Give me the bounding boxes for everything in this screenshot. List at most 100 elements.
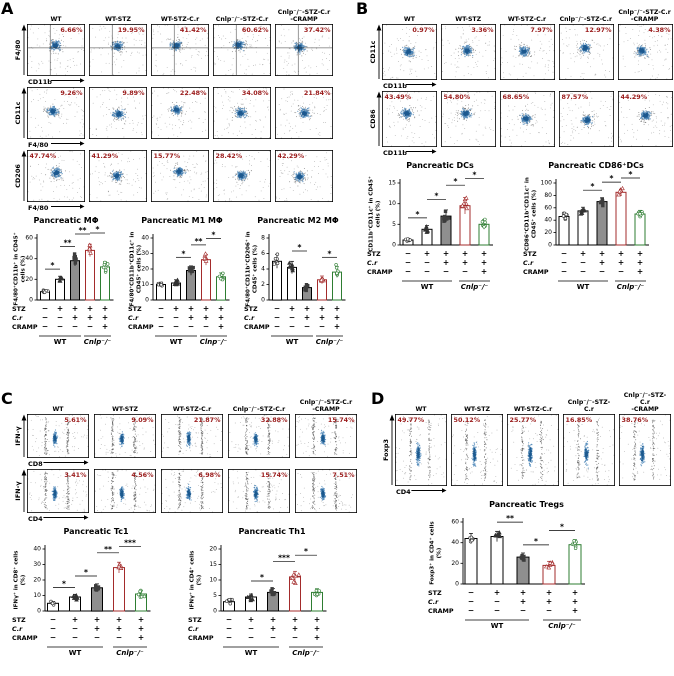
treatment-sign: − xyxy=(467,588,473,597)
chart-y-label: (%) xyxy=(197,574,203,585)
flow-x-axis: CD11b xyxy=(11,76,354,87)
y-tick-label: 0 xyxy=(548,242,552,249)
gate-percentage-label: 54.80% xyxy=(444,93,471,101)
column-headers: WT WT-STZ WT-STZ-C.r Cnlp⁻/⁻-STZ-C.r Cnlp⁻/⁻… xyxy=(11,5,354,23)
bar xyxy=(577,210,589,246)
significance-label: * xyxy=(534,537,538,546)
column-header: WT-STZ-C.r xyxy=(513,405,553,413)
treatment-sign: + xyxy=(102,304,108,313)
significance-label: * xyxy=(298,243,302,252)
y-tick-label: 0 xyxy=(213,608,217,615)
column-header: WT-STZ-C.r xyxy=(507,15,547,23)
treatment-sign: − xyxy=(72,624,78,633)
flow-y-axis-label: CD11c xyxy=(369,40,377,63)
flow-cytometry-plot: 15.77% xyxy=(151,150,209,202)
panel-d: D WT WT-STZ WT-STZ-C.r Cnlp⁻/⁻-STZ-C.r Cnlp⁻… xyxy=(371,389,672,674)
gate-percentage-label: 28.42% xyxy=(216,152,243,160)
gate-percentage-label: 32.88% xyxy=(261,416,288,424)
flow-cytometry-plot: 3.41% xyxy=(27,469,89,513)
flow-y-axis-label: CD11c xyxy=(14,101,22,124)
treatment-sign: − xyxy=(57,322,63,331)
gate-percentage-label: 19.95% xyxy=(118,26,145,34)
chart-y-label: IFNγ⁺ in CD8⁺ cells xyxy=(13,550,20,610)
chart-title: Pancreatic MΦ xyxy=(33,216,99,225)
significance-label: * xyxy=(304,547,308,556)
flow-row: CD206 47.74% 41.29% 15.77% 28.42% 42.29% xyxy=(11,150,354,202)
treatment-row-label: CRAMP xyxy=(523,268,549,276)
flow-cytometry-plot: 4.56% xyxy=(94,469,156,513)
y-tick-label: 20 xyxy=(544,229,552,236)
bar-chart: Pancreatic MΦ F4/80⁺CD11b⁺ in CD45⁺ cells … xyxy=(11,216,121,352)
chart-y-label: F4/80⁺CD11b⁺ in CD45⁺ xyxy=(13,232,20,305)
treatment-sign: + xyxy=(462,258,468,267)
flow-y-axis-label: Foxp3 xyxy=(382,439,390,461)
treatment-row-label: C.r xyxy=(244,314,255,322)
significance-label: * xyxy=(560,522,564,531)
bar xyxy=(596,201,608,246)
chart-title: Pancreatic M2 MΦ xyxy=(257,216,339,225)
treatment-sign: + xyxy=(188,304,194,313)
flow-x-axis-arrow: CD11b xyxy=(383,82,437,90)
y-tick-label: 20 xyxy=(451,560,459,567)
treatment-sign: + xyxy=(116,624,122,633)
bar xyxy=(113,567,125,612)
group-label: WT xyxy=(286,338,299,346)
flow-y-axis-arrow: IFN-γ xyxy=(14,414,27,457)
flow-plot-cell: 12.97% xyxy=(559,24,614,80)
flow-x-axis-arrow: CD11b xyxy=(383,149,437,157)
treatment-sign: + xyxy=(270,615,276,624)
flow-cytometry-plot: 6.98% xyxy=(161,469,223,513)
column-header: Cnlp⁻/⁻-STZ-C.r xyxy=(567,398,611,413)
gate-percentage-label: 3.41% xyxy=(64,471,87,479)
flow-x-axis-label: CD4 xyxy=(396,488,411,496)
flow-cytometry-plot: 43.49% xyxy=(382,91,437,147)
flow-x-axis: F4/80 xyxy=(11,139,354,150)
y-tick-label: 10 xyxy=(141,281,149,288)
flow-row: F4/80 6.66% 19.95% 41.42% 60.62% 37.42% xyxy=(11,24,354,76)
y-tick-label: 60 xyxy=(25,235,33,242)
bar-chart: Pancreatic Tregs Foxp3⁺ in CD4⁺ cells (%) 0… xyxy=(427,500,627,636)
y-tick-label: 20 xyxy=(25,276,33,283)
treatment-sign: − xyxy=(50,633,56,642)
flow-x-axis-arrow: CD4 xyxy=(396,488,447,496)
group-label: WT xyxy=(577,283,590,291)
y-tick-label: 10 xyxy=(209,577,217,584)
flow-cytometry-plot: 68.65% xyxy=(500,91,555,147)
group-label: WT xyxy=(245,649,258,657)
significance-label: * xyxy=(62,580,66,589)
flow-cytometry-plot: 0.97% xyxy=(382,24,437,80)
treatment-sign: + xyxy=(599,249,605,258)
bar xyxy=(490,536,503,585)
flow-x-axis-label: CD11b xyxy=(383,82,407,90)
chart-y-label: IFNγ⁺ in CD4⁺ cells xyxy=(189,550,196,610)
flow-cytometry-plot: 12.97% xyxy=(559,24,614,80)
flow-plot-cell: 3.41% xyxy=(27,469,89,513)
chart-title: Pancreatic Tregs xyxy=(489,500,564,509)
group-label: WT xyxy=(69,649,82,657)
treatment-sign: − xyxy=(424,258,430,267)
gate-percentage-label: 47.74% xyxy=(30,152,57,160)
panel-c-body: WT WT-STZ WT-STZ-C.r Cnlp⁻/⁻-STZ-C.r Cnlp⁻/⁻… xyxy=(2,392,368,674)
y-tick-label: 15 xyxy=(209,561,217,568)
treatment-sign: − xyxy=(561,258,567,267)
treatment-sign: + xyxy=(304,313,310,322)
y-tick-label: 60 xyxy=(544,204,552,211)
panel-c-label: C xyxy=(1,389,13,408)
flow-plot-cell: 4.56% xyxy=(94,469,156,513)
treatment-row-label: C.r xyxy=(523,259,534,267)
gate-percentage-label: 21.87% xyxy=(194,416,221,424)
bar-chart-plot: F4/80⁺CD11b⁺CD206⁺ in CD45⁺ cells (%)0 2 4 6… xyxy=(244,231,346,346)
treatment-sign: + xyxy=(481,249,487,258)
flow-plots: 49.77% 50.12% 25.77% 16.85% 38.76% xyxy=(395,414,671,486)
chart-y-label: CD45⁺ cells (%) xyxy=(252,244,259,293)
treatment-row-label: STZ xyxy=(12,616,26,624)
treatment-sign: + xyxy=(57,304,63,313)
bar xyxy=(464,538,477,585)
gate-percentage-label: 9.89% xyxy=(122,89,145,97)
gate-percentage-label: 4.38% xyxy=(648,26,671,34)
treatment-sign: + xyxy=(519,597,525,606)
bar-chart: Pancreatic M2 MΦ F4/80⁺CD11b⁺CD206⁺ in CD4… xyxy=(243,216,353,352)
flow-x-axis: F4/80 xyxy=(11,202,354,213)
gate-percentage-label: 9.09% xyxy=(131,416,154,424)
treatment-sign: + xyxy=(424,249,430,258)
